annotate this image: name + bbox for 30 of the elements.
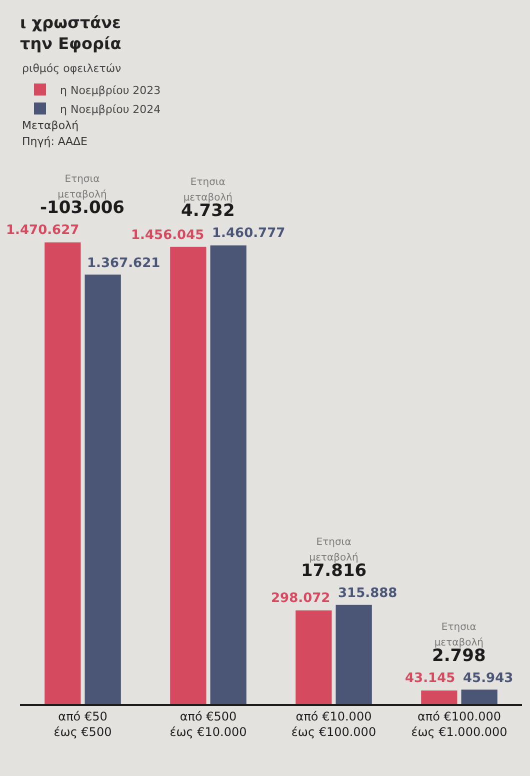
data-label: 1.367.621 [87,256,160,271]
data-label: 43.145 [405,671,456,686]
bar [421,690,458,704]
x-tick-label: από €50 έως €500 [54,709,112,739]
bar [170,246,206,704]
legend-label: η Νοεμβρίου 2023 [60,84,161,97]
annotation: Ετησια μεταβολή 17.816 [301,537,367,582]
chart-subtitle: ριθμός οφειλετών [22,62,122,75]
bar [336,604,372,704]
data-label: 1.460.777 [212,226,286,241]
legend-label: η Νοεμβρίου 2024 [60,102,161,116]
text: Μεταβολή [22,119,79,132]
bar [296,610,332,704]
data-label: 1.456.045 [131,228,204,243]
data-label: 45.943 [463,671,514,686]
text: Πηγή: ΑΑΔΕ [22,135,88,148]
bar [210,245,246,704]
data-label: 1.470.627 [6,223,80,238]
bar [84,274,121,704]
chart-title: ι χρωστάνε την Εφορία [20,13,122,53]
annotation: Ετησια μεταβολή 4.732 [181,177,235,222]
data-label: 298.072 [271,591,330,606]
x-tick-label: από €500 έως €10.000 [170,709,247,739]
data-label: 315.888 [338,586,398,601]
bar [461,690,498,704]
annotation: Ετησια μεταβολή 2.798 [432,622,486,666]
annotation: Ετησια μεταβολή -103.006 [40,174,124,218]
bar [44,242,81,704]
x-tick-label: από €10.000 έως €100.000 [291,709,376,739]
x-tick-label: από €100.000 έως €1.000.000 [411,709,508,739]
